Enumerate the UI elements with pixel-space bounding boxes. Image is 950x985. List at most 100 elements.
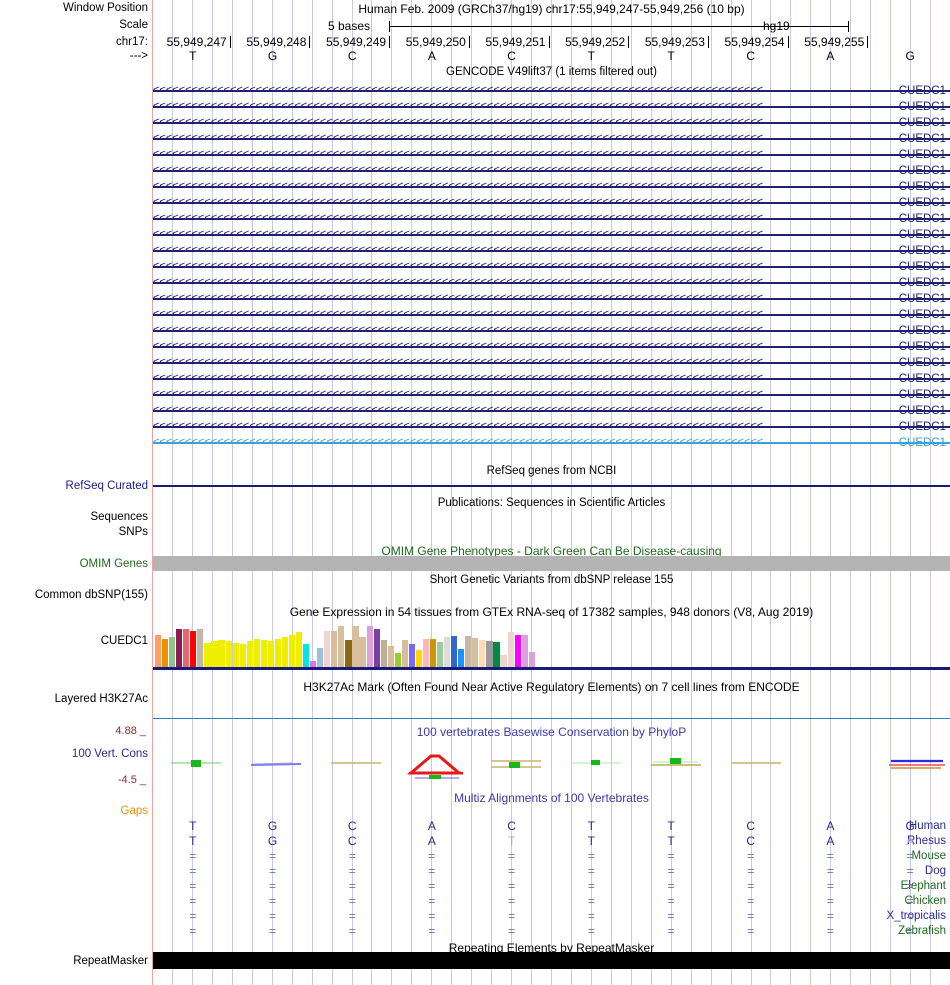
gencode-gene-label[interactable]: CUEDC1: [898, 261, 946, 273]
gtex-tissue-bar[interactable]: [486, 640, 493, 667]
label-refseq-curated[interactable]: RefSeq Curated: [65, 480, 148, 492]
gtex-tissue-bar[interactable]: [155, 634, 162, 667]
gtex-bar-chart[interactable]: [155, 623, 536, 667]
label-gaps[interactable]: Gaps: [120, 805, 149, 817]
multiz-species-label[interactable]: Dog: [924, 865, 946, 877]
gtex-tissue-bar[interactable]: [408, 643, 415, 667]
multiz-alignment-row[interactable]: = = = = = = = = = =: [153, 925, 950, 938]
gtex-tissue-bar[interactable]: [338, 626, 345, 667]
gtex-tissue-bar[interactable]: [197, 629, 204, 667]
label-100-vert-cons[interactable]: 100 Vert. Cons: [71, 748, 148, 760]
refseq-feature-line[interactable]: [153, 485, 950, 487]
gencode-gene-label[interactable]: CUEDC1: [898, 373, 946, 385]
gtex-tissue-bar[interactable]: [267, 640, 274, 667]
gtex-tissue-bar[interactable]: [359, 636, 366, 667]
gencode-gene-label[interactable]: CUEDC1: [898, 389, 946, 401]
gencode-gene-label[interactable]: CUEDC1: [898, 101, 946, 113]
gtex-tissue-bar[interactable]: [352, 626, 359, 667]
multiz-species-label[interactable]: Human: [908, 820, 946, 832]
gtex-tissue-bar[interactable]: [493, 641, 500, 667]
gencode-gene-label[interactable]: CUEDC1: [898, 357, 946, 369]
gencode-gene-label[interactable]: CUEDC1: [898, 85, 946, 97]
gtex-tissue-bar[interactable]: [451, 635, 458, 667]
gtex-tissue-bar[interactable]: [429, 638, 437, 667]
gtex-tissue-bar[interactable]: [521, 634, 528, 667]
gencode-gene-label[interactable]: CUEDC1: [898, 309, 946, 321]
multiz-species-label[interactable]: X_tropicalis: [886, 910, 946, 922]
multiz-species-label[interactable]: Mouse: [911, 850, 946, 862]
gencode-gene-label[interactable]: CUEDC1: [898, 405, 946, 417]
gtex-tissue-bar[interactable]: [169, 636, 176, 667]
gtex-tissue-bar[interactable]: [190, 631, 197, 667]
gencode-gene-label[interactable]: CUEDC1: [898, 117, 946, 129]
gtex-tissue-bar[interactable]: [296, 632, 303, 667]
label-common-dbsnp[interactable]: Common dbSNP(155): [34, 589, 148, 601]
gtex-tissue-bar[interactable]: [317, 648, 324, 667]
gtex-tissue-bar[interactable]: [500, 655, 507, 667]
gtex-tissue-bar[interactable]: [274, 638, 282, 667]
gencode-gene-label[interactable]: CUEDC1: [898, 213, 946, 225]
multiz-alignment-row[interactable]: = = = = = = = = = =: [153, 910, 950, 923]
gencode-gene-label[interactable]: CUEDC1: [898, 341, 946, 353]
multiz-species-label[interactable]: Zebrafish: [898, 925, 946, 937]
label-publications-sequences[interactable]: Sequences: [90, 511, 148, 523]
gtex-tissue-bar[interactable]: [288, 634, 296, 667]
gtex-tissue-bar[interactable]: [246, 640, 253, 667]
omim-gene-band[interactable]: [153, 556, 950, 571]
multiz-alignment-row[interactable]: = = = = = = = = = =: [153, 895, 950, 908]
multiz-species-label[interactable]: Rhesus: [907, 835, 946, 847]
gtex-tissue-bar[interactable]: [465, 635, 472, 667]
gencode-gene-label[interactable]: CUEDC1: [898, 165, 946, 177]
gencode-gene-label[interactable]: CUEDC1: [898, 421, 946, 433]
gtex-tissue-bar[interactable]: [324, 631, 331, 667]
conservation-plot[interactable]: [153, 745, 950, 789]
gtex-tissue-bar[interactable]: [366, 626, 373, 667]
gtex-tissue-bar[interactable]: [239, 643, 246, 667]
gtex-tissue-bar[interactable]: [437, 641, 444, 667]
gtex-tissue-bar[interactable]: [310, 660, 317, 667]
gtex-tissue-bar[interactable]: [345, 639, 352, 667]
gtex-tissue-bar[interactable]: [472, 637, 479, 667]
gencode-gene-label[interactable]: CUEDC1: [898, 437, 946, 449]
multiz-alignment-row[interactable]: = = = = = = = = = =: [153, 850, 950, 863]
gtex-tissue-bar[interactable]: [444, 636, 451, 667]
gencode-gene-label[interactable]: CUEDC1: [898, 149, 946, 161]
multiz-alignment-row[interactable]: = = = = = = = = = =: [153, 865, 950, 878]
gencode-gene-label[interactable]: CUEDC1: [898, 229, 946, 241]
gtex-tissue-bar[interactable]: [380, 639, 387, 667]
multiz-species-label[interactable]: Elephant: [900, 880, 946, 892]
gtex-tissue-bar[interactable]: [422, 638, 430, 667]
gtex-tissue-bar[interactable]: [507, 632, 514, 667]
label-omim-genes[interactable]: OMIM Genes: [79, 558, 148, 570]
gtex-tissue-bar[interactable]: [479, 639, 486, 667]
gtex-tissue-bar[interactable]: [253, 638, 260, 667]
multiz-species-label[interactable]: Chicken: [904, 895, 946, 907]
label-publications-snps[interactable]: SNPs: [118, 526, 148, 538]
repeatmasker-band[interactable]: [153, 952, 950, 969]
gtex-tissue-bar[interactable]: [415, 650, 423, 667]
gtex-tissue-bar[interactable]: [373, 629, 380, 667]
gencode-gene-label[interactable]: CUEDC1: [898, 325, 946, 337]
gtex-tissue-bar[interactable]: [458, 649, 465, 667]
gtex-tissue-bar[interactable]: [281, 636, 289, 667]
gtex-tissue-bar[interactable]: [387, 646, 394, 667]
label-repeatmasker[interactable]: RepeatMasker: [73, 955, 148, 967]
gtex-tissue-bar[interactable]: [401, 639, 408, 667]
gtex-tissue-bar[interactable]: [260, 639, 267, 667]
label-layered-h3k27ac[interactable]: Layered H3K27Ac: [54, 693, 148, 705]
label-gtex-cuedc1[interactable]: CUEDC1: [100, 635, 148, 647]
gtex-tissue-bar[interactable]: [211, 640, 218, 667]
gtex-tissue-bar[interactable]: [162, 638, 169, 667]
gencode-gene-label[interactable]: CUEDC1: [898, 197, 946, 209]
gencode-gene-label[interactable]: CUEDC1: [898, 181, 946, 193]
gtex-tissue-bar[interactable]: [514, 634, 521, 667]
gtex-tissue-bar[interactable]: [176, 629, 183, 667]
gencode-gene-label[interactable]: CUEDC1: [898, 133, 946, 145]
gtex-tissue-bar[interactable]: [225, 640, 232, 667]
gtex-tissue-bar[interactable]: [394, 653, 401, 667]
gtex-tissue-bar[interactable]: [528, 652, 535, 667]
gtex-tissue-bar[interactable]: [204, 642, 211, 667]
gencode-gene-label[interactable]: CUEDC1: [898, 245, 946, 257]
